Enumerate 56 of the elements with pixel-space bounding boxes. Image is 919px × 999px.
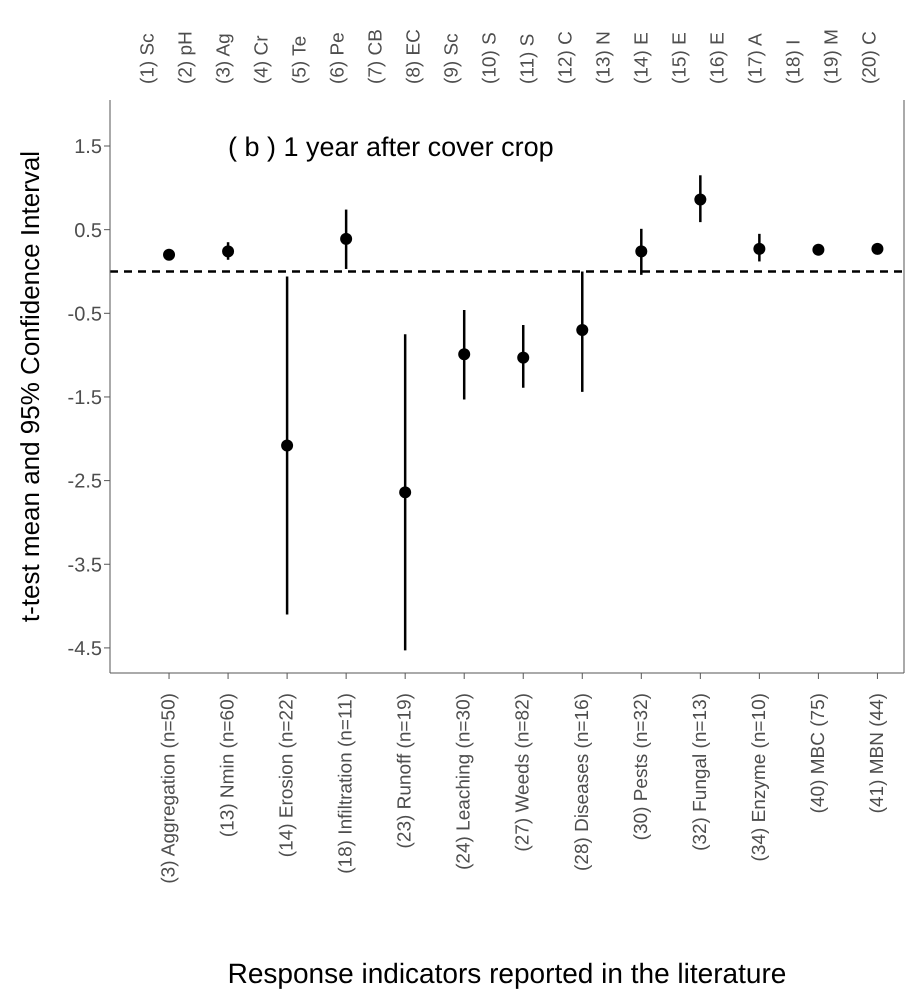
x-tick-label: (14) Erosion (n=22) [276, 693, 298, 858]
point [871, 242, 884, 255]
point [222, 245, 234, 258]
y-tick-label: -0.5 [68, 303, 102, 326]
text: (12) C [556, 31, 576, 84]
point [576, 324, 588, 336]
text: (8) EC [404, 29, 424, 84]
y-tick-label: 0.5 [74, 220, 102, 242]
y-axis-title: t-test mean and 95% Confidence Interval [15, 150, 45, 622]
text: (18) I [784, 40, 804, 84]
y-tick-label: -3.5 [68, 554, 102, 576]
text: (3) Ag [214, 33, 234, 84]
point [812, 244, 824, 256]
x-tick-label: (41) MBN (44) [866, 693, 888, 814]
x-tick-label: (24) Leaching (n=30) [454, 693, 475, 870]
x-tick-label: (23) Runoff (n=19) [394, 693, 416, 848]
point [340, 232, 352, 245]
x-tick-label: (32) Fungal (n=13) [690, 693, 711, 851]
x-tick-label: (13) Nmin (n=60) [218, 693, 239, 838]
x-tick-label: (27) Weeds (n=82) [512, 693, 534, 852]
point [163, 248, 176, 261]
y-tick-label: -2.5 [68, 470, 102, 493]
text: (15) E [670, 32, 690, 84]
text: (11) S [518, 34, 538, 84]
text: (9) Sc [442, 33, 462, 84]
y-tick-label: -1.5 [68, 387, 102, 410]
text: ( b ) 1 year after cover crop [228, 132, 554, 162]
text: (19) M [822, 29, 842, 84]
text: (6) Pe [328, 32, 348, 84]
text: (13) N [594, 31, 614, 84]
text: (17) A [746, 32, 766, 84]
text: (14) E [632, 32, 652, 84]
point [281, 439, 294, 452]
y-tick-label: -4.5 [68, 638, 102, 660]
text: (16) E [708, 32, 728, 84]
point [458, 348, 470, 360]
x-tick-label: (28) Diseases (n=16) [572, 693, 593, 871]
text: (10) S [480, 32, 500, 84]
x-tick-label: (18) Infiltration (n=11) [336, 693, 357, 874]
point [694, 194, 706, 206]
x-tick-label: (40) MBC (75) [808, 693, 829, 814]
y-tick-label: 1.5 [74, 136, 102, 158]
x-axis-title: Response indicators reported in the literature [228, 958, 786, 989]
point [753, 242, 766, 255]
point [517, 352, 530, 364]
point [635, 245, 648, 258]
point [399, 486, 412, 498]
x-tick-label: (3) Aggregation (n=50) [158, 693, 180, 884]
x-tick-label: (30) Pests (n=32) [630, 693, 652, 840]
x-tick-label: (34) Enzyme (n=10) [748, 693, 770, 862]
text: (4) Cr [252, 34, 272, 84]
text: (1) Sc [138, 33, 158, 84]
text: (5) Te [290, 36, 310, 84]
text: (20) C [860, 31, 880, 84]
text: (7) CB [366, 29, 386, 84]
text: (2) pH [176, 31, 196, 84]
